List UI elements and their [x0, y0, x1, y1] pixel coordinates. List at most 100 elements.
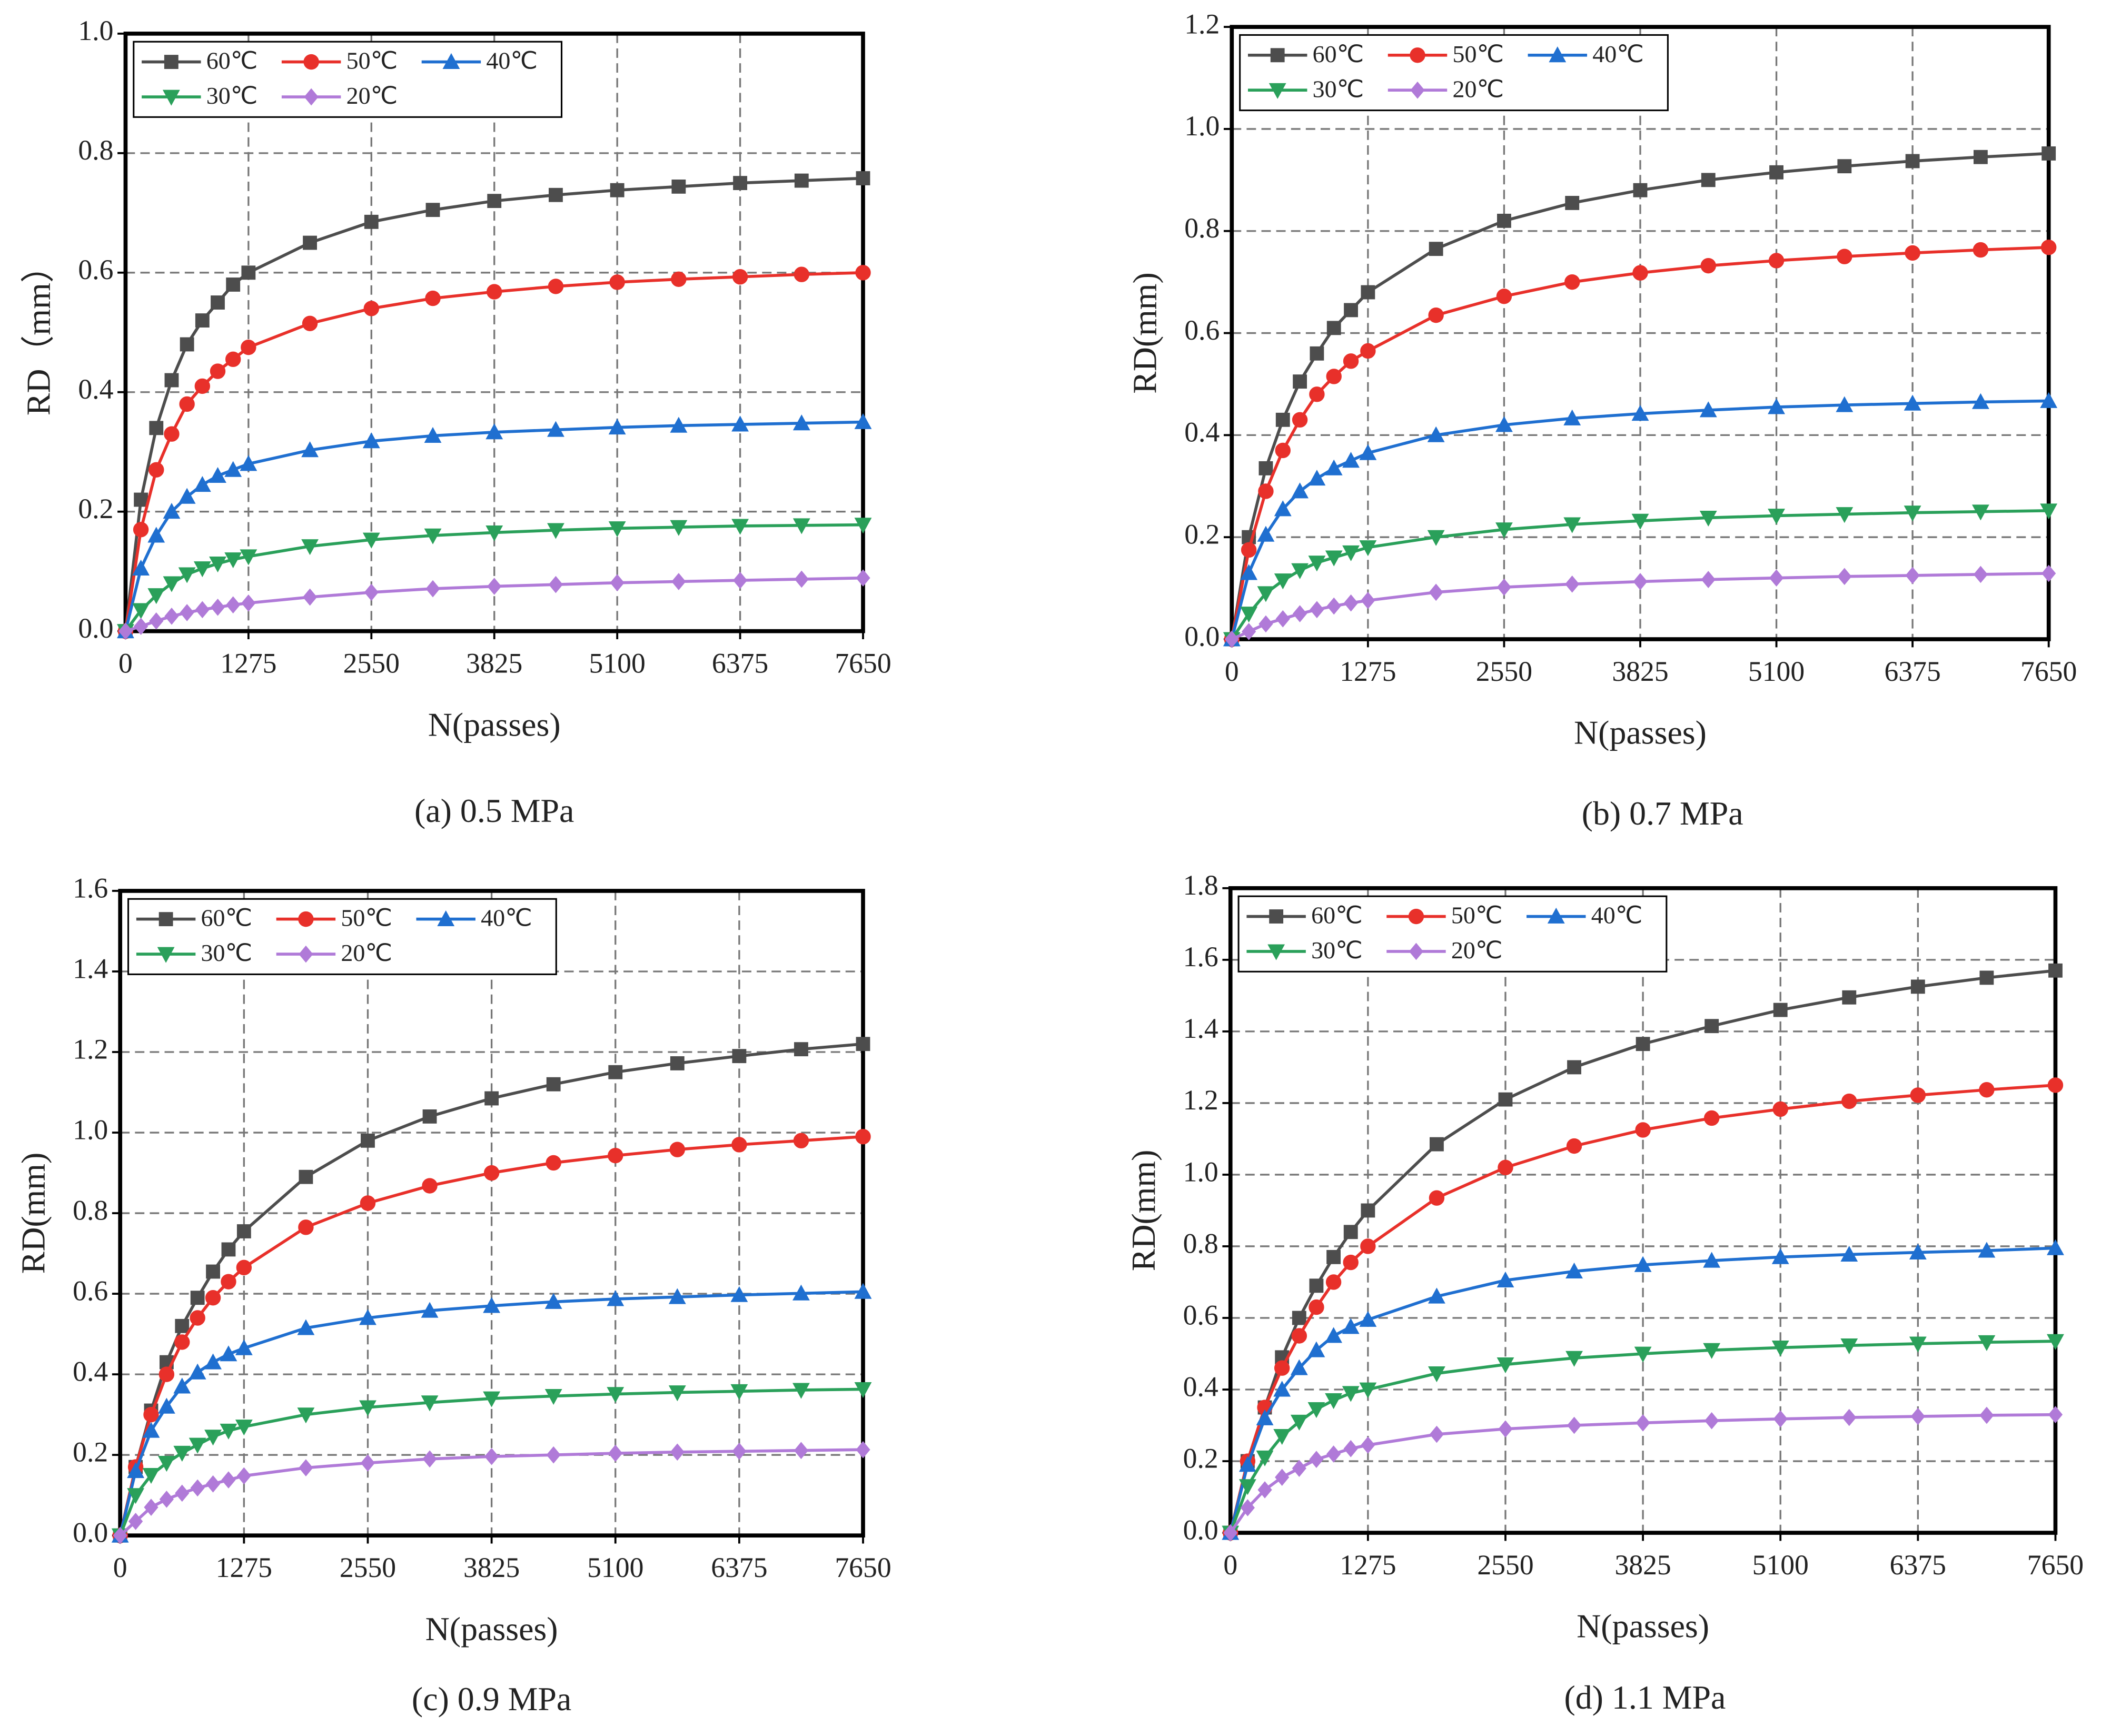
- marker: [362, 532, 380, 549]
- marker: [226, 277, 241, 292]
- x-axis-label: N(passes): [1577, 1608, 1709, 1645]
- marker: [113, 1526, 127, 1544]
- marker: [127, 1462, 145, 1479]
- marker: [1257, 1481, 1272, 1499]
- marker: [544, 1293, 562, 1309]
- legend-label: 40℃: [1592, 41, 1644, 67]
- x-tick-label: 3825: [1614, 1549, 1671, 1581]
- marker: [2047, 1334, 2064, 1350]
- marker: [303, 235, 317, 250]
- caption: (a) 0.5 MPa: [414, 792, 574, 829]
- marker: [2047, 1077, 2064, 1093]
- marker: [359, 1309, 376, 1325]
- marker: [1634, 1346, 1652, 1363]
- marker: [175, 1484, 190, 1502]
- marker: [1773, 1410, 1788, 1428]
- marker: [1429, 242, 1443, 256]
- marker: [1633, 573, 1648, 590]
- marker: [1979, 1406, 1994, 1424]
- marker: [1309, 386, 1325, 402]
- marker: [670, 1056, 685, 1070]
- marker: [133, 522, 149, 538]
- x-tick-label: 0: [1223, 1549, 1237, 1581]
- marker: [147, 527, 165, 543]
- legend-label: 60℃: [1313, 41, 1364, 67]
- marker: [164, 426, 180, 442]
- y-tick-label: 0.0: [1184, 620, 1220, 652]
- legend-marker: [1410, 81, 1425, 99]
- marker: [1309, 1451, 1324, 1468]
- marker: [193, 561, 211, 578]
- marker: [792, 1284, 810, 1301]
- marker: [1565, 576, 1580, 593]
- marker: [1769, 165, 1783, 180]
- marker: [235, 1339, 253, 1355]
- marker: [1273, 1381, 1291, 1397]
- marker: [1636, 1414, 1650, 1432]
- marker: [301, 441, 319, 458]
- marker: [220, 1423, 237, 1440]
- legend-label: 60℃: [206, 47, 258, 74]
- legend-label: 50℃: [341, 905, 392, 931]
- marker: [360, 1195, 376, 1211]
- marker: [1342, 1318, 1360, 1334]
- marker: [1325, 1393, 1343, 1410]
- legend-label: 40℃: [481, 905, 532, 931]
- marker: [1771, 1248, 1789, 1264]
- marker: [2041, 564, 2056, 582]
- legend-label: 20℃: [1452, 75, 1504, 102]
- marker: [855, 265, 871, 281]
- marker: [546, 1155, 561, 1171]
- marker: [178, 567, 196, 583]
- marker: [1703, 1110, 1720, 1126]
- x-tick-label: 0: [113, 1552, 127, 1583]
- legend-label: 30℃: [201, 939, 253, 966]
- marker: [1769, 569, 1784, 587]
- marker: [1309, 1278, 1324, 1293]
- y-tick-label: 0.4: [73, 1355, 108, 1387]
- marker: [195, 601, 210, 619]
- plot-frame: [123, 32, 865, 633]
- marker: [1361, 1436, 1375, 1454]
- x-axis-label: N(passes): [428, 706, 561, 743]
- marker: [421, 1302, 439, 1318]
- marker: [1836, 396, 1854, 412]
- marker: [1632, 265, 1648, 281]
- marker: [1429, 1190, 1445, 1206]
- marker: [1910, 979, 1925, 994]
- marker: [1359, 1311, 1377, 1327]
- marker: [224, 552, 242, 569]
- marker: [425, 580, 440, 598]
- marker: [157, 1456, 175, 1472]
- marker: [204, 1353, 222, 1370]
- marker: [1224, 630, 1239, 648]
- marker: [2048, 963, 2063, 978]
- marker: [1498, 1159, 1513, 1176]
- marker: [149, 612, 164, 630]
- marker: [670, 1443, 685, 1461]
- y-tick-label: 0.6: [78, 254, 113, 285]
- marker: [421, 1395, 439, 1412]
- marker: [1326, 1249, 1341, 1264]
- marker: [132, 559, 150, 576]
- marker: [134, 618, 148, 635]
- marker: [190, 1310, 205, 1326]
- marker: [1768, 509, 1785, 525]
- marker: [1430, 1137, 1444, 1152]
- x-tick-label: 1275: [1340, 1549, 1396, 1581]
- marker: [1240, 564, 1258, 580]
- marker: [610, 183, 625, 197]
- marker: [1292, 605, 1307, 622]
- marker: [164, 607, 179, 625]
- marker: [1971, 393, 1989, 409]
- marker: [1633, 183, 1648, 197]
- marker: [548, 279, 564, 294]
- marker: [1258, 615, 1273, 633]
- marker: [1496, 578, 1512, 596]
- marker: [794, 1442, 809, 1460]
- marker: [1773, 1003, 1788, 1017]
- marker: [302, 315, 318, 331]
- y-tick-label: 0.8: [78, 134, 113, 166]
- legend-marker: [164, 55, 179, 69]
- marker: [794, 1042, 808, 1057]
